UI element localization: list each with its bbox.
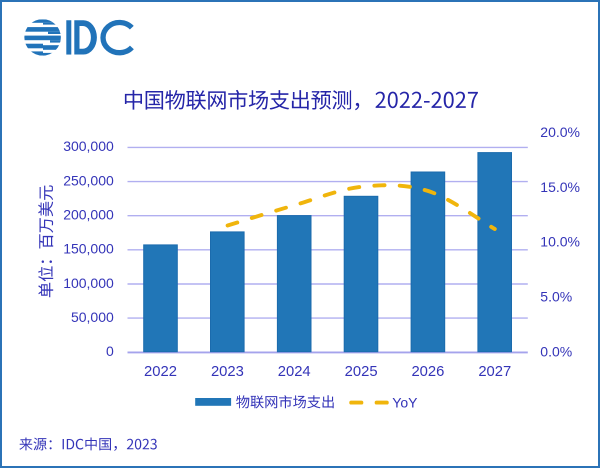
svg-text:2022: 2022 (144, 364, 177, 380)
svg-text:300,000: 300,000 (63, 138, 114, 154)
svg-text:20.0%: 20.0% (540, 124, 580, 140)
svg-text:2024: 2024 (278, 364, 311, 380)
svg-text:100,000: 100,000 (63, 275, 114, 291)
svg-text:10.0%: 10.0% (540, 234, 580, 250)
svg-text:150,000: 150,000 (63, 241, 114, 257)
svg-text:5.0%: 5.0% (540, 289, 572, 305)
svg-text:2025: 2025 (345, 364, 378, 380)
svg-text:250,000: 250,000 (63, 172, 114, 188)
svg-text:0.0%: 0.0% (540, 344, 572, 360)
svg-text:2023: 2023 (211, 364, 244, 380)
svg-text:YoY: YoY (392, 394, 418, 410)
svg-text:50,000: 50,000 (71, 309, 114, 325)
svg-text:2026: 2026 (411, 364, 444, 380)
svg-text:200,000: 200,000 (63, 207, 114, 223)
svg-text:0: 0 (106, 343, 114, 359)
svg-text:15.0%: 15.0% (540, 179, 580, 195)
svg-text:2027: 2027 (478, 364, 511, 380)
